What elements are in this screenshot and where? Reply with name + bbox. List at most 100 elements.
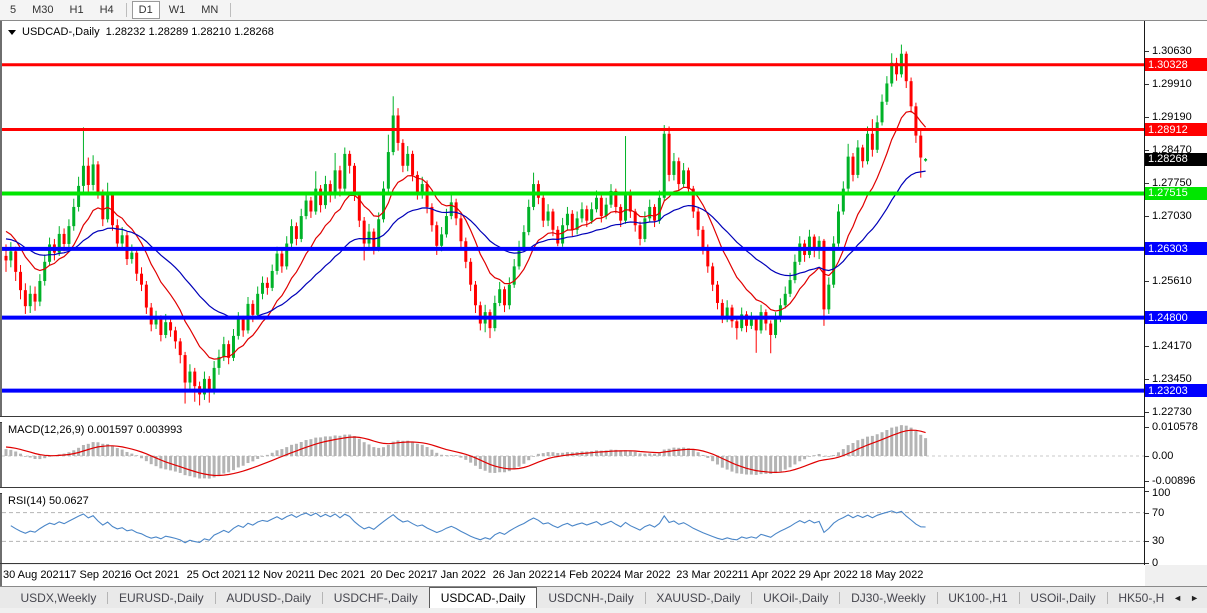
date-axis-label: 7 Jan 2022	[431, 569, 486, 581]
chart-tab-eurusd-daily[interactable]: EURUSD-,Daily	[118, 590, 204, 605]
price-axis-tick: 1.25610	[1152, 274, 1192, 287]
price-level-badge: 1.28912	[1145, 123, 1207, 137]
rsi-axis-tick-mark	[1145, 491, 1149, 492]
date-axis[interactable]: 30 Aug 2021 17 Sep 2021 6 Oct 2021 25 Oct 2…	[2, 565, 1145, 586]
chart-title-ohlc: 1.28232 1.28289 1.28210 1.28268	[105, 26, 274, 38]
chart-tab-dj30-weekly[interactable]: DJ30-,Weekly	[851, 590, 926, 605]
window-left-border	[0, 20, 2, 586]
price-axis-tick-mark	[1145, 280, 1149, 282]
rsi-bottom-border	[0, 563, 1207, 564]
price-axis-tick-mark	[1145, 50, 1149, 52]
timeframe-button-m30[interactable]: M30	[32, 4, 54, 16]
tab-separator	[322, 591, 323, 604]
price-axis-tick-mark	[1145, 182, 1149, 184]
price-level-badge: 1.24800	[1145, 311, 1207, 325]
chart-tab-usdcad-daily[interactable]: USDCAD-,Daily	[428, 587, 538, 608]
timeframe-button-h4[interactable]: H4	[99, 4, 114, 16]
date-axis-label: 11 Apr 2022	[737, 569, 796, 581]
toolbar-separator	[125, 3, 127, 17]
timeframe-button-5[interactable]: 5	[10, 4, 17, 16]
chart-tab-usdx-weekly[interactable]: USDX,Weekly	[20, 590, 97, 605]
macd-axis-tick: -0.00896	[1152, 474, 1196, 487]
macd-indicator-label: MACD(12,26,9) 0.001597 0.003993	[8, 424, 182, 436]
price-axis-tick-mark	[1145, 379, 1149, 381]
rsi-axis-tick: 100	[1152, 487, 1171, 499]
price-axis-tick-mark	[1145, 149, 1149, 151]
macd-panel[interactable]	[2, 421, 1145, 487]
price-axis-tick: 1.29190	[1152, 110, 1192, 123]
tab-separator	[936, 591, 938, 604]
tabs-scroll-left-icon[interactable]: ◄	[1173, 592, 1183, 603]
date-axis-label: 12 Nov 2021	[247, 569, 311, 581]
window-top-border	[0, 20, 1207, 21]
chart-tab-uk100-h1[interactable]: UK100-,H1	[948, 590, 1008, 605]
price-axis-tick-mark	[1145, 83, 1149, 85]
tabbar-top-border	[0, 586, 1207, 587]
macd-axis-tick: 0.00	[1152, 450, 1174, 462]
chart-tab-hk50-h1[interactable]: HK50-,H1	[1118, 590, 1165, 605]
main-chart-panel[interactable]	[2, 21, 1145, 416]
tabs-scroll-right-icon[interactable]: ►	[1190, 592, 1199, 603]
chart-dropdown-arrow-icon[interactable]	[8, 29, 16, 35]
tab-separator	[214, 591, 216, 604]
chart-title-symbol: USDCAD-,Daily	[22, 26, 100, 38]
timeframe-button-d1[interactable]: D1	[131, 1, 160, 19]
rsi-axis-tick-mark	[1145, 512, 1149, 514]
rsi-axis-tick-mark	[1145, 541, 1149, 543]
date-axis-label: 4 Mar 2022	[615, 569, 671, 581]
price-axis-tick: 1.27030	[1152, 209, 1192, 222]
macd-axis-tick-mark	[1145, 456, 1149, 457]
chart-tabs-bar: USDX,Weekly EURUSD-,Daily AUDUSD-,Daily USD…	[0, 587, 1207, 608]
timeframe-button-w1[interactable]: W1	[168, 4, 186, 16]
date-axis-label: 1 Dec 2021	[309, 569, 366, 581]
price-axis-tick: 1.29910	[1152, 77, 1192, 90]
toolbar-separator	[230, 3, 232, 17]
price-level-badge: 1.26303	[1145, 242, 1207, 256]
macd-axis-tick-mark	[1145, 480, 1149, 482]
tab-separator	[1018, 591, 1020, 604]
timeframe-button-h1[interactable]: H1	[69, 4, 84, 16]
date-axis-label: 17 Sep 2021	[64, 569, 127, 581]
chart-tab-audusd-daily[interactable]: AUDUSD-,Daily	[226, 590, 312, 605]
price-axis-tick-mark	[1145, 346, 1149, 348]
date-axis-label: 29 Apr 2022	[798, 569, 858, 581]
rsi-axis-tick: 70	[1152, 506, 1165, 519]
price-axis-tick-mark	[1145, 215, 1149, 217]
price-level-badge: 1.27515	[1145, 186, 1207, 200]
chart-tab-usoil-daily[interactable]: USOil-,Daily	[1030, 590, 1096, 605]
macd-axis-tick-mark	[1145, 426, 1149, 428]
price-axis-tick-mark	[1145, 116, 1149, 118]
rsi-panel-background	[2, 492, 1145, 563]
tab-separator	[751, 591, 753, 604]
rsi-axis-tick-mark	[1145, 563, 1149, 564]
price-axis-tick: 1.24170	[1152, 340, 1192, 353]
price-level-badge: 1.23203	[1145, 384, 1207, 398]
macd-name: MACD(12,26,9)	[8, 424, 85, 436]
tab-separator	[1106, 591, 1108, 604]
chart-tab-ukoil-daily[interactable]: UKOil-,Daily	[763, 590, 829, 605]
price-axis-tick: 1.22730	[1152, 406, 1192, 419]
macd-axis-tick: 0.010578	[1152, 420, 1198, 433]
date-axis-label: 26 Jan 2022	[492, 569, 554, 581]
price-axis-tick: 1.30630	[1152, 44, 1192, 57]
macd-values: 0.001597 0.003993	[87, 424, 183, 436]
timeframe-button-mn[interactable]: MN	[201, 4, 219, 16]
chart-title: USDCAD-,Daily 1.28232 1.28289 1.28210 1.…	[8, 26, 274, 38]
date-axis-label: 23 Mar 2022	[676, 569, 738, 581]
chart-tab-xauusd-daily[interactable]: XAUUSD-,Daily	[656, 590, 741, 605]
tab-separator	[644, 591, 646, 604]
bottom-strip	[0, 608, 1207, 613]
rsi-axis-tick: 30	[1152, 535, 1165, 548]
chart-tab-usdcnh-daily[interactable]: USDCNH-,Daily	[548, 590, 634, 605]
date-axis-label: 6 Oct 2021	[125, 569, 180, 581]
axis-divider-line	[1144, 21, 1145, 565]
chart-tab-usdchf-daily[interactable]: USDCHF-,Daily	[333, 590, 418, 605]
rsi-panel[interactable]	[2, 492, 1145, 563]
date-axis-label: 18 May 2022	[859, 569, 924, 581]
price-axis-column[interactable]: 1.30630 1.29910 1.29190 1.28470 1.27750 1.270…	[1145, 21, 1207, 569]
tab-separator	[839, 591, 841, 604]
current-price-badge: 1.28268	[1145, 152, 1207, 166]
date-axis-label: 30 Aug 2021	[3, 569, 65, 581]
tab-separator	[107, 591, 108, 604]
